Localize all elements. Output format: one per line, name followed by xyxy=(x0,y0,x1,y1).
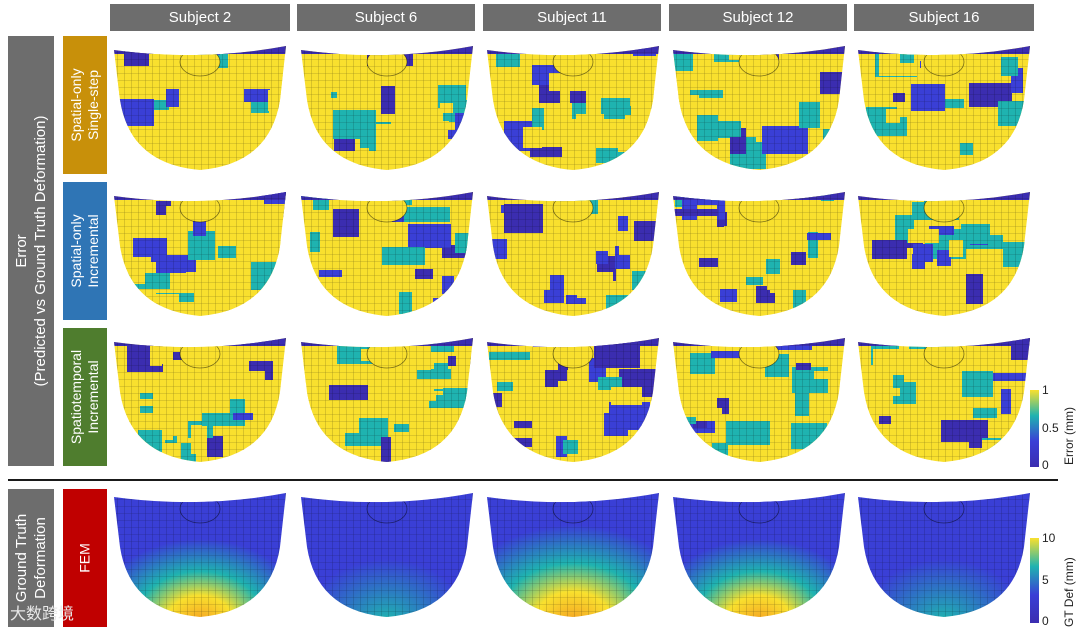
fem-mask-r4-c3 xyxy=(487,493,659,617)
gt-colorbar-title: GT Def (mm) xyxy=(1062,557,1076,627)
row-label-fem: FEM xyxy=(63,489,107,627)
error-group-line1: Error xyxy=(13,234,30,268)
row-label-line2: Incremental xyxy=(85,360,101,434)
error-mask-r3-c4 xyxy=(673,338,845,462)
error-colorbar-tick-max: 1 xyxy=(1042,383,1049,397)
row-label-line1: Spatiotemporal xyxy=(68,349,84,445)
watermark: 大数跨境 xyxy=(10,606,75,623)
row-label-spatiotemporal-incremental: Spatiotemporal Incremental xyxy=(63,328,107,466)
error-mask-r2-c3 xyxy=(487,192,659,316)
error-mask-r3-c3 xyxy=(487,338,659,462)
gt-group-line1: Ground Truth xyxy=(13,513,30,603)
subject-header-1: Subject 2 xyxy=(110,4,290,31)
gt-colorbar-tick-mid: 5 xyxy=(1042,573,1049,587)
gt-colorbar xyxy=(1030,538,1039,623)
row-label-line1: FEM xyxy=(76,543,93,573)
row-label-line1: Spatial-only xyxy=(68,68,84,142)
fem-mask-r4-c4 xyxy=(673,493,845,617)
gt-colorbar-tick-min: 0 xyxy=(1042,614,1049,628)
error-group-text: Error (Predicted vs Ground Truth Deforma… xyxy=(12,116,50,387)
fem-mask-r4-c2 xyxy=(301,493,473,617)
error-mask-r1-c1 xyxy=(114,46,286,170)
subject-header-label: Subject 2 xyxy=(168,9,232,26)
row-label-line2: Single-step xyxy=(85,69,101,141)
error-colorbar xyxy=(1030,390,1039,467)
fem-mask-r4-c1 xyxy=(114,493,286,617)
gt-group-label: Ground Truth Deformation xyxy=(8,489,54,627)
error-mask-r1-c5 xyxy=(858,46,1030,170)
error-mask-r1-c3 xyxy=(487,46,659,170)
subject-header-4: Subject 12 xyxy=(669,4,847,31)
subject-header-2: Subject 6 xyxy=(297,4,475,31)
subject-header-5: Subject 16 xyxy=(854,4,1034,31)
error-mask-r3-c1 xyxy=(114,338,286,462)
row-label-line2: Incremental xyxy=(85,214,101,288)
section-divider xyxy=(8,479,1058,481)
error-mask-r2-c2 xyxy=(301,192,473,316)
error-group-line2: (Predicted vs Ground Truth Deformation) xyxy=(32,115,49,387)
error-mask-r2-c1 xyxy=(114,192,286,316)
row-label-text: FEM xyxy=(77,543,94,573)
subject-header-label: Subject 11 xyxy=(537,9,607,26)
row-label-spatial-incremental: Spatial-only Incremental xyxy=(63,182,107,320)
row-label-text: Spatiotemporal Incremental xyxy=(68,350,102,444)
gt-group-text: Ground Truth Deformation xyxy=(12,514,50,602)
error-group-label: Error (Predicted vs Ground Truth Deforma… xyxy=(8,36,54,466)
row-label-line1: Spatial-only xyxy=(68,214,84,288)
gt-group-line2: Deformation xyxy=(32,517,49,599)
error-mask-r1-c2 xyxy=(301,46,473,170)
error-colorbar-tick-mid: 0.5 xyxy=(1042,421,1059,435)
fem-mask-r4-c5 xyxy=(858,493,1030,617)
error-colorbar-title: Error (mm) xyxy=(1062,407,1076,465)
subject-header-label: Subject 16 xyxy=(908,9,980,26)
subject-header-3: Subject 11 xyxy=(483,4,661,31)
row-label-text: Spatial-only Single-step xyxy=(68,68,102,141)
error-mask-r2-c5 xyxy=(858,192,1030,316)
error-mask-r1-c4 xyxy=(673,46,845,170)
subject-header-label: Subject 6 xyxy=(354,9,418,26)
error-mask-r3-c2 xyxy=(301,338,473,462)
error-mask-r2-c4 xyxy=(673,192,845,316)
error-colorbar-tick-min: 0 xyxy=(1042,458,1049,472)
row-label-spatial-single: Spatial-only Single-step xyxy=(63,36,107,174)
error-mask-r3-c5 xyxy=(858,338,1030,462)
subject-header-label: Subject 12 xyxy=(722,9,794,26)
gt-colorbar-tick-max: 10 xyxy=(1042,531,1056,545)
row-label-text: Spatial-only Incremental xyxy=(68,214,102,287)
